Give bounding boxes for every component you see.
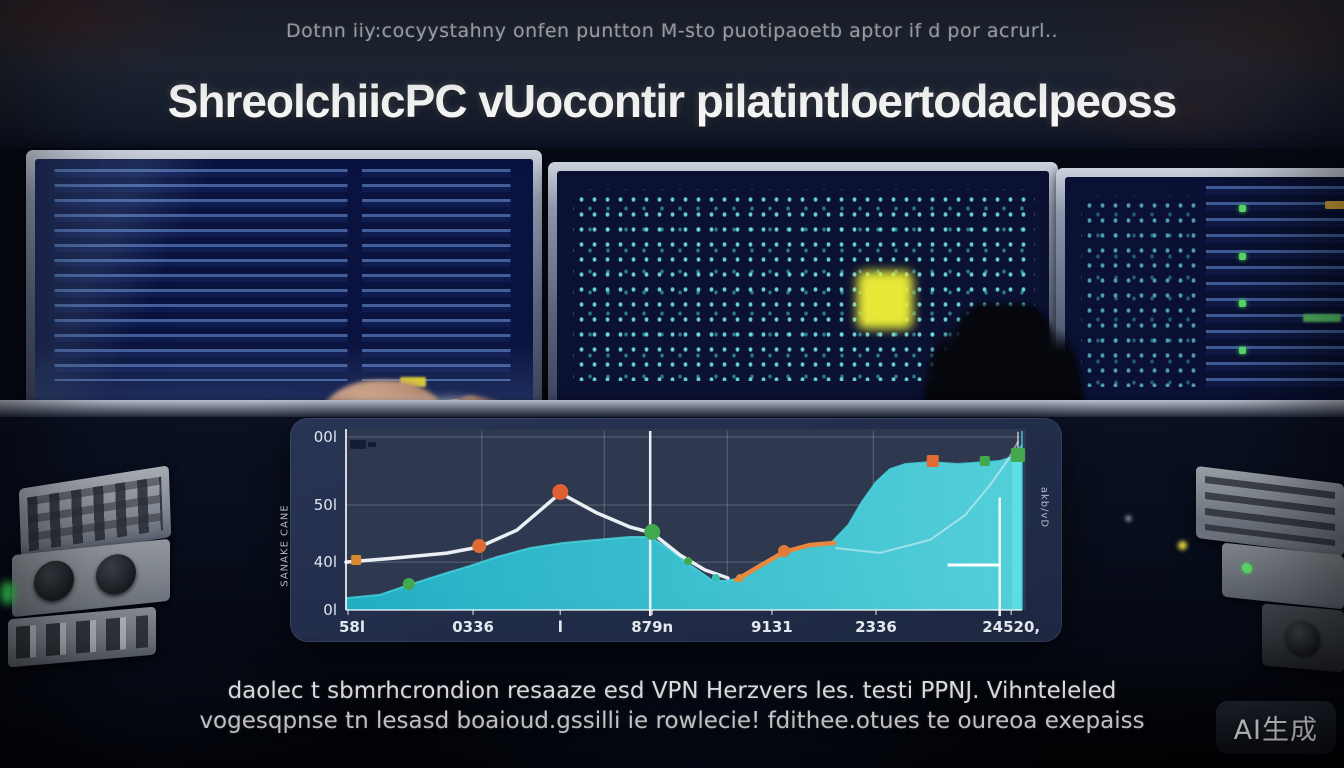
data-point-marker (552, 484, 569, 501)
data-point-marker (1010, 447, 1025, 462)
monitor-right-screen (1065, 177, 1344, 413)
x-tick-label: 58l (339, 618, 365, 636)
data-point-marker (684, 557, 693, 566)
knob (34, 558, 74, 603)
button-grid (27, 476, 163, 552)
y-tick-label: 40l (314, 553, 337, 571)
desk-rail (0, 400, 1344, 417)
data-point-marker (402, 578, 415, 591)
monitor-left (26, 150, 542, 412)
footer-caption: daolec t sbmrhcrondion resaaze esd VPN H… (0, 676, 1344, 737)
green-led-glow (0, 581, 15, 605)
data-point-marker (736, 573, 745, 582)
data-point-marker (926, 455, 939, 468)
ai-watermark-text: AI生成 (1233, 715, 1318, 746)
y-tick-label: 00l (314, 428, 337, 446)
x-tick-label: 9131 (751, 618, 793, 636)
x-tick-label: l (558, 618, 563, 636)
console-panel-right-top (1196, 465, 1344, 557)
highlight-green-bar (1303, 313, 1341, 322)
green-led (1242, 562, 1252, 574)
corner-glyph (368, 442, 376, 447)
data-table-pattern (45, 169, 525, 381)
console-panel-right-mid (1222, 542, 1344, 610)
status-led (1239, 299, 1246, 307)
footer-caption-line2: vogesqpnse tn lesasd boaioud.gssilli ie … (199, 708, 1145, 735)
button-rows (1205, 476, 1335, 546)
y-tick-label: 50l (314, 496, 337, 514)
data-point-marker (979, 456, 990, 467)
corner-glyph (350, 440, 366, 449)
monitor-right (1056, 168, 1344, 422)
y-axis-title-left: SANAKE CANE (279, 504, 291, 587)
footer-caption-line1: daolec t sbmrhcrondion resaaze esd VPN H… (227, 678, 1117, 704)
white-led (1126, 516, 1131, 521)
status-table-pattern (1206, 186, 1344, 395)
data-point-marker (778, 545, 791, 558)
knob (96, 552, 136, 597)
ai-watermark-badge: AI生成 (1215, 701, 1336, 754)
x-tick-label: 2336 (855, 618, 897, 636)
screen-glare (35, 159, 533, 403)
yellow-led (1178, 541, 1187, 550)
status-led (1239, 205, 1246, 213)
x-tick-label: 879n (631, 618, 673, 636)
status-led (1239, 346, 1246, 354)
data-point-marker (711, 573, 720, 582)
y-tick-label: 0l (323, 601, 337, 619)
white-line (344, 491, 730, 580)
data-point-marker (351, 555, 362, 566)
highlight-yellow (400, 377, 426, 387)
chart-panel: 00l 50l 40l 0l 58l 0336 l 879n 9131 2336 24520, (290, 418, 1062, 642)
data-point-marker (644, 523, 661, 540)
right-edge-band (1011, 449, 1022, 610)
x-tick-label: 0336 (452, 618, 494, 636)
header-background (0, 0, 1344, 148)
dot-matrix-pattern-right (1081, 195, 1200, 387)
monitor-left-screen (35, 159, 533, 403)
page-title: ShreolchiicPC vUocontir pilatintloertoda… (167, 75, 1178, 127)
y-axis-title-right: akb/vD (1038, 486, 1050, 529)
area-series (346, 445, 1022, 610)
yellow-glow (857, 271, 913, 329)
header-tagline: Dotnn iiy:cocyystahny onfen puntton M-st… (285, 20, 1059, 42)
highlight-amber (1325, 200, 1344, 209)
monitor-wall (0, 148, 1344, 627)
x-tick-label: 24520, (982, 618, 1040, 636)
bottom-vignette (0, 640, 1344, 768)
status-led (1239, 252, 1246, 260)
faint-arc (835, 441, 1019, 554)
data-point-marker (472, 538, 487, 553)
